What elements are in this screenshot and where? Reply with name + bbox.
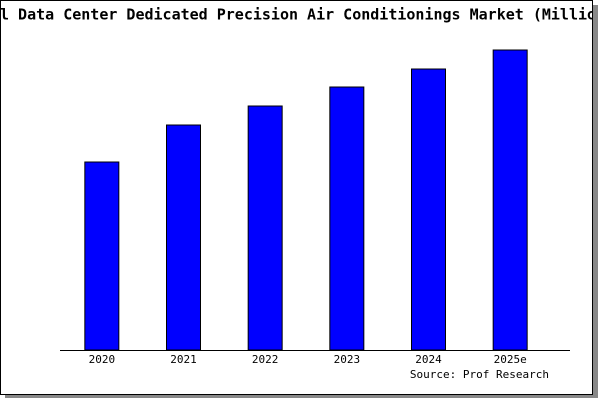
x-tick-label: 2020 xyxy=(89,353,116,366)
x-tick-label: 2023 xyxy=(334,353,361,366)
x-tick-label: 2024 xyxy=(415,353,442,366)
bar xyxy=(411,68,446,351)
source: Source: Prof Research xyxy=(410,368,549,381)
bar xyxy=(84,161,120,351)
bar xyxy=(166,124,201,351)
x-tick-label: 2021 xyxy=(170,353,197,366)
bar xyxy=(247,105,283,351)
bar xyxy=(492,49,528,351)
chart-title: l Data Center Dedicated Precision Air Co… xyxy=(0,6,596,24)
bar xyxy=(329,86,365,351)
x-tick-label: 2022 xyxy=(252,353,279,366)
x-tick-label: 2025e xyxy=(494,353,527,366)
